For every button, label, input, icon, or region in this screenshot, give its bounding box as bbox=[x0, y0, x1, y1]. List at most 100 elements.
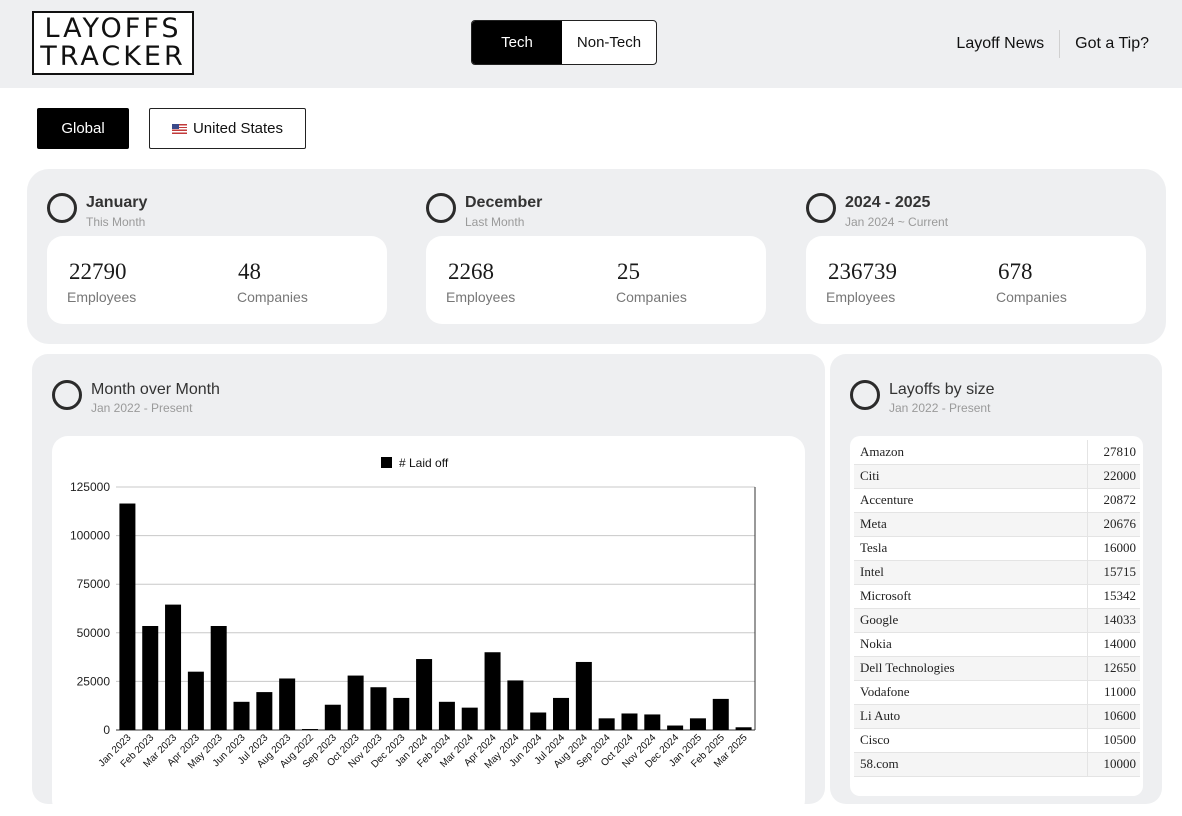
bar bbox=[484, 652, 501, 730]
bar bbox=[142, 625, 159, 730]
table-row[interactable]: Google 14033 bbox=[854, 608, 1140, 633]
us-region-label: United States bbox=[192, 120, 284, 137]
employees-label: Employees bbox=[826, 289, 896, 305]
company-name: Meta bbox=[854, 512, 1087, 537]
tech-toggle-button[interactable]: Tech bbox=[472, 21, 562, 64]
table-row[interactable]: Vodafone 11000 bbox=[854, 680, 1140, 705]
bar bbox=[553, 697, 570, 730]
bar bbox=[689, 718, 706, 730]
got-a-tip-link[interactable]: Got a Tip? bbox=[1075, 35, 1149, 52]
table-row[interactable]: Meta 20676 bbox=[854, 512, 1140, 537]
bar bbox=[210, 625, 227, 730]
stat-card: 2268 Employees 25 Companies bbox=[426, 236, 766, 324]
table-row[interactable]: Dell Technologies 12650 bbox=[854, 656, 1140, 681]
companies-label: Companies bbox=[996, 289, 1067, 305]
panel-title: Month over Month bbox=[91, 381, 220, 398]
us-region-button[interactable]: United States bbox=[149, 108, 306, 149]
bar bbox=[438, 701, 455, 730]
bar bbox=[324, 704, 341, 730]
company-name: Accenture bbox=[854, 488, 1087, 513]
table-row[interactable]: 58.com 10000 bbox=[854, 752, 1140, 777]
employees-count: 236739 bbox=[828, 259, 897, 284]
company-name: Google bbox=[854, 608, 1087, 633]
bar bbox=[279, 678, 296, 730]
employees-count: 2268 bbox=[448, 259, 494, 284]
stat-title: January bbox=[86, 194, 148, 211]
table-row[interactable]: Cisco 10500 bbox=[854, 728, 1140, 753]
bar bbox=[393, 697, 410, 730]
company-name: Tesla bbox=[854, 536, 1087, 561]
companies-count: 25 bbox=[617, 259, 640, 284]
bar bbox=[233, 701, 250, 730]
company-name: Nokia bbox=[854, 632, 1087, 657]
circle-icon bbox=[426, 193, 456, 223]
company-name: Cisco bbox=[854, 728, 1087, 753]
table-row[interactable]: Li Auto 10600 bbox=[854, 704, 1140, 729]
bar bbox=[644, 714, 661, 730]
us-flag-icon bbox=[171, 123, 187, 134]
table-row[interactable]: Intel 15715 bbox=[854, 560, 1140, 585]
y-tick-label: 100000 bbox=[70, 529, 110, 543]
company-name: Dell Technologies bbox=[854, 656, 1087, 681]
bar bbox=[187, 671, 204, 730]
global-region-button[interactable]: Global bbox=[37, 108, 129, 149]
layoffs-by-size-table: Amazon 27810 Citi 22000 Accenture 20872 Meta 20… bbox=[854, 440, 1140, 777]
table-row[interactable]: Tesla 16000 bbox=[854, 536, 1140, 561]
bar bbox=[507, 680, 524, 730]
layoff-count: 22000 bbox=[1086, 464, 1140, 489]
header: LAYOFFS TRACKER Tech Non-Tech Layoff New… bbox=[0, 0, 1182, 88]
month-over-month-panel: Month over Month Jan 2022 - Present 0 250… bbox=[32, 354, 825, 816]
layoff-count: 16000 bbox=[1086, 536, 1140, 561]
company-name: Microsoft bbox=[854, 584, 1087, 609]
company-name: Amazon bbox=[854, 440, 1087, 465]
y-tick-label: 125000 bbox=[70, 480, 110, 494]
legend-swatch bbox=[381, 457, 392, 468]
table-row[interactable]: Nokia 14000 bbox=[854, 632, 1140, 657]
table-row[interactable]: Amazon 27810 bbox=[854, 440, 1140, 465]
bar bbox=[119, 503, 136, 730]
y-tick-label: 50000 bbox=[77, 626, 111, 640]
category-toggle: Tech Non-Tech bbox=[471, 20, 657, 65]
layoffs-by-size-panel: Layoffs by size Jan 2022 - Present Amazo… bbox=[830, 354, 1162, 804]
circle-icon bbox=[47, 193, 77, 223]
circle-icon bbox=[52, 380, 82, 410]
layoff-count: 20676 bbox=[1086, 512, 1140, 537]
bar bbox=[598, 718, 615, 730]
bar bbox=[301, 729, 318, 730]
company-name: Vodafone bbox=[854, 680, 1087, 705]
site-logo[interactable]: LAYOFFS TRACKER bbox=[32, 11, 194, 75]
bar bbox=[575, 661, 592, 730]
stat-subtitle: Last Month bbox=[465, 215, 525, 229]
layoff-count: 12650 bbox=[1086, 656, 1140, 681]
layoff-count: 10000 bbox=[1086, 752, 1140, 777]
table-row[interactable]: Accenture 20872 bbox=[854, 488, 1140, 513]
table-row[interactable]: Citi 22000 bbox=[854, 464, 1140, 489]
layoff-count: 11000 bbox=[1086, 680, 1140, 705]
employees-label: Employees bbox=[67, 289, 137, 305]
stats-panel: January This Month 22790 Employees 48 Co… bbox=[27, 169, 1166, 344]
bar bbox=[461, 707, 478, 730]
stat-title: 2024 - 2025 bbox=[845, 194, 931, 211]
y-tick-label: 75000 bbox=[77, 577, 111, 591]
layoff-count: 20872 bbox=[1086, 488, 1140, 513]
table-row[interactable]: Microsoft 15342 bbox=[854, 584, 1140, 609]
bar bbox=[621, 713, 638, 730]
legend-label: # Laid off bbox=[399, 456, 449, 470]
stat-subtitle: Jan 2024 ~ Current bbox=[845, 215, 949, 229]
panel-subtitle: Jan 2022 - Present bbox=[91, 401, 193, 415]
bar bbox=[347, 675, 364, 730]
layoffs-table-card: Amazon 27810 Citi 22000 Accenture 20872 Meta 20… bbox=[850, 436, 1143, 796]
layoff-count: 15342 bbox=[1086, 584, 1140, 609]
layoff-news-link[interactable]: Layoff News bbox=[956, 35, 1045, 52]
bar bbox=[667, 725, 684, 730]
bar bbox=[735, 727, 752, 730]
bar bbox=[712, 698, 729, 730]
layoff-count: 14033 bbox=[1086, 608, 1140, 633]
nontech-toggle-button[interactable]: Non-Tech bbox=[576, 34, 642, 51]
stat-title: December bbox=[465, 194, 543, 211]
company-name: Intel bbox=[854, 560, 1087, 585]
nav-links: Layoff News Got a Tip? bbox=[956, 30, 1149, 58]
stat-subtitle: This Month bbox=[86, 215, 146, 229]
panel-subtitle: Jan 2022 - Present bbox=[889, 401, 991, 415]
